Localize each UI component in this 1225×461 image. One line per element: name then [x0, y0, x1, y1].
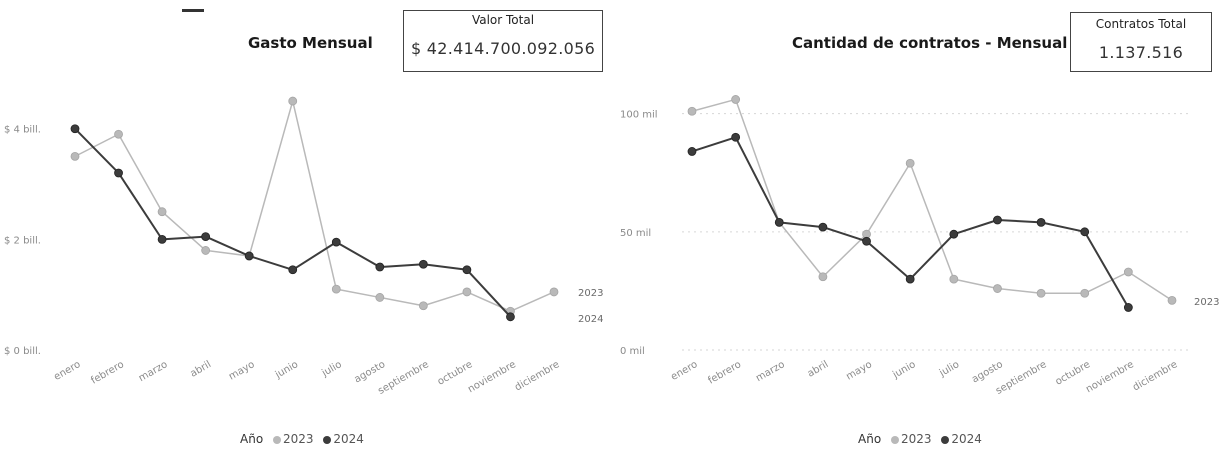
x-tick-label: junio: [273, 359, 300, 381]
legend-marker-2023: [272, 435, 281, 444]
data-point-2024: [201, 232, 211, 241]
data-point-2023: [731, 95, 741, 104]
legend-title: Año: [858, 432, 882, 446]
data-point-2023: [70, 151, 80, 161]
x-tick-label: abril: [188, 359, 213, 380]
gasto-mensual-panel: Gasto Mensual Valor Total $ 42.414.700.0…: [0, 0, 612, 461]
legend-marker-2024: [941, 435, 950, 444]
legend-marker-2023: [890, 435, 899, 444]
x-tick-label: febrero: [89, 359, 126, 387]
chart-title: Cantidad de contratos - Mensual: [792, 34, 1068, 52]
data-point-2023: [157, 207, 167, 217]
data-point-2024: [1036, 217, 1046, 227]
x-tick-label: agosto: [970, 359, 1005, 385]
x-tick-label: junio: [890, 359, 917, 381]
data-point-2024: [818, 222, 828, 232]
x-tick-label: julio: [937, 359, 961, 379]
chart-legend: Año 2023 2024: [858, 432, 982, 446]
data-point-2023: [993, 284, 1002, 293]
data-point-2024: [157, 234, 167, 244]
kpi-value: 1.137.516: [1098, 43, 1184, 62]
data-point-2023: [687, 106, 697, 116]
data-point-2023: [331, 284, 341, 294]
line-chart-contratos: 0 mil 50 mil 100 mil enero febrero marzo abril…: [620, 95, 1219, 397]
legend-label-2024[interactable]: 2024: [951, 432, 982, 446]
x-tick-label: noviembre: [1084, 359, 1136, 395]
x-tick-label: marzo: [137, 359, 170, 384]
data-point-2023: [949, 274, 959, 284]
data-point-2024: [905, 274, 915, 284]
data-point-2023: [1123, 267, 1133, 277]
y-tick-label: $ 0 bill.: [4, 346, 41, 357]
kpi-card-valor-total: Valor Total $ 42.414.700.092.056: [403, 10, 603, 72]
series-end-label: 2024: [578, 314, 603, 325]
data-point-2024: [331, 237, 341, 247]
legend-title: Año: [240, 432, 264, 446]
chart-title: Gasto Mensual: [248, 34, 373, 52]
data-point-2024: [288, 265, 298, 275]
data-point-2024: [862, 236, 871, 246]
series-end-label: 2023: [1194, 297, 1219, 308]
x-tick-label: enero: [669, 359, 699, 383]
data-point-2023: [375, 293, 385, 302]
kpi-label: Valor Total: [471, 13, 535, 27]
y-tick-label: 50 mil: [620, 228, 651, 239]
legend-label-2024[interactable]: 2024: [333, 432, 364, 446]
data-point-2024: [687, 147, 697, 156]
x-tick-label: julio: [319, 359, 343, 379]
data-point-2023: [418, 301, 428, 311]
y-tick-label: $ 4 bill.: [4, 125, 41, 136]
data-point-2023: [1036, 288, 1046, 298]
data-point-2024: [774, 217, 784, 227]
data-point-2024: [506, 312, 515, 322]
series-line-2023: [691, 98, 1173, 301]
data-point-2024: [1123, 303, 1133, 312]
data-point-2024: [462, 265, 472, 275]
x-tick-label: febrero: [706, 359, 743, 387]
data-point-2023: [1080, 288, 1090, 298]
x-tick-label: marzo: [754, 359, 787, 384]
legend-label-2023[interactable]: 2023: [900, 432, 932, 446]
x-tick-label: diciembre: [513, 359, 562, 393]
legend-label-2023[interactable]: 2023: [282, 432, 314, 446]
series-end-label: 2023: [578, 288, 603, 299]
legend-marker-2024: [323, 435, 332, 444]
kpi-card-contratos-total: Contratos Total 1.137.516: [1070, 12, 1212, 72]
data-point-2023: [201, 246, 211, 255]
data-point-2024: [244, 251, 254, 261]
x-tick-label: enero: [52, 359, 82, 383]
data-point-2024: [993, 215, 1002, 225]
x-tick-label: abril: [806, 359, 831, 380]
x-tick-label: mayo: [844, 359, 874, 382]
data-point-2023: [1167, 295, 1177, 305]
data-point-2023: [549, 287, 559, 297]
data-point-2024: [114, 168, 123, 178]
data-point-2024: [949, 229, 959, 239]
data-point-2023: [114, 129, 123, 139]
data-point-2024: [731, 132, 741, 142]
data-point-2023: [905, 158, 915, 168]
y-tick-label: $ 2 bill.: [4, 235, 41, 246]
y-tick-label: 100 mil: [620, 110, 658, 121]
data-point-2024: [1080, 227, 1090, 237]
data-point-2023: [818, 272, 828, 282]
series-line-2024: [74, 128, 512, 318]
x-tick-label: noviembre: [466, 359, 518, 395]
series-line-2023: [74, 100, 555, 313]
kpi-label: Contratos Total: [1095, 17, 1187, 31]
chart-legend: Año 2023 2024: [240, 432, 364, 446]
drag-handle[interactable]: [182, 9, 204, 12]
data-point-2024: [375, 262, 385, 272]
data-point-2023: [288, 96, 298, 106]
line-chart-gasto: $ 0 bill. $ 2 bill. $ 4 bill. enero febrero m…: [4, 96, 603, 397]
y-tick-label: 0 mil: [620, 346, 645, 357]
contratos-mensual-panel: Cantidad de contratos - Mensual Contrato…: [612, 0, 1225, 461]
x-tick-label: diciembre: [1131, 359, 1180, 393]
kpi-value: $ 42.414.700.092.056: [410, 39, 596, 58]
data-point-2023: [462, 287, 472, 297]
data-point-2024: [418, 259, 428, 269]
x-tick-label: agosto: [353, 359, 388, 385]
data-point-2024: [70, 124, 80, 134]
x-tick-label: mayo: [227, 359, 257, 382]
